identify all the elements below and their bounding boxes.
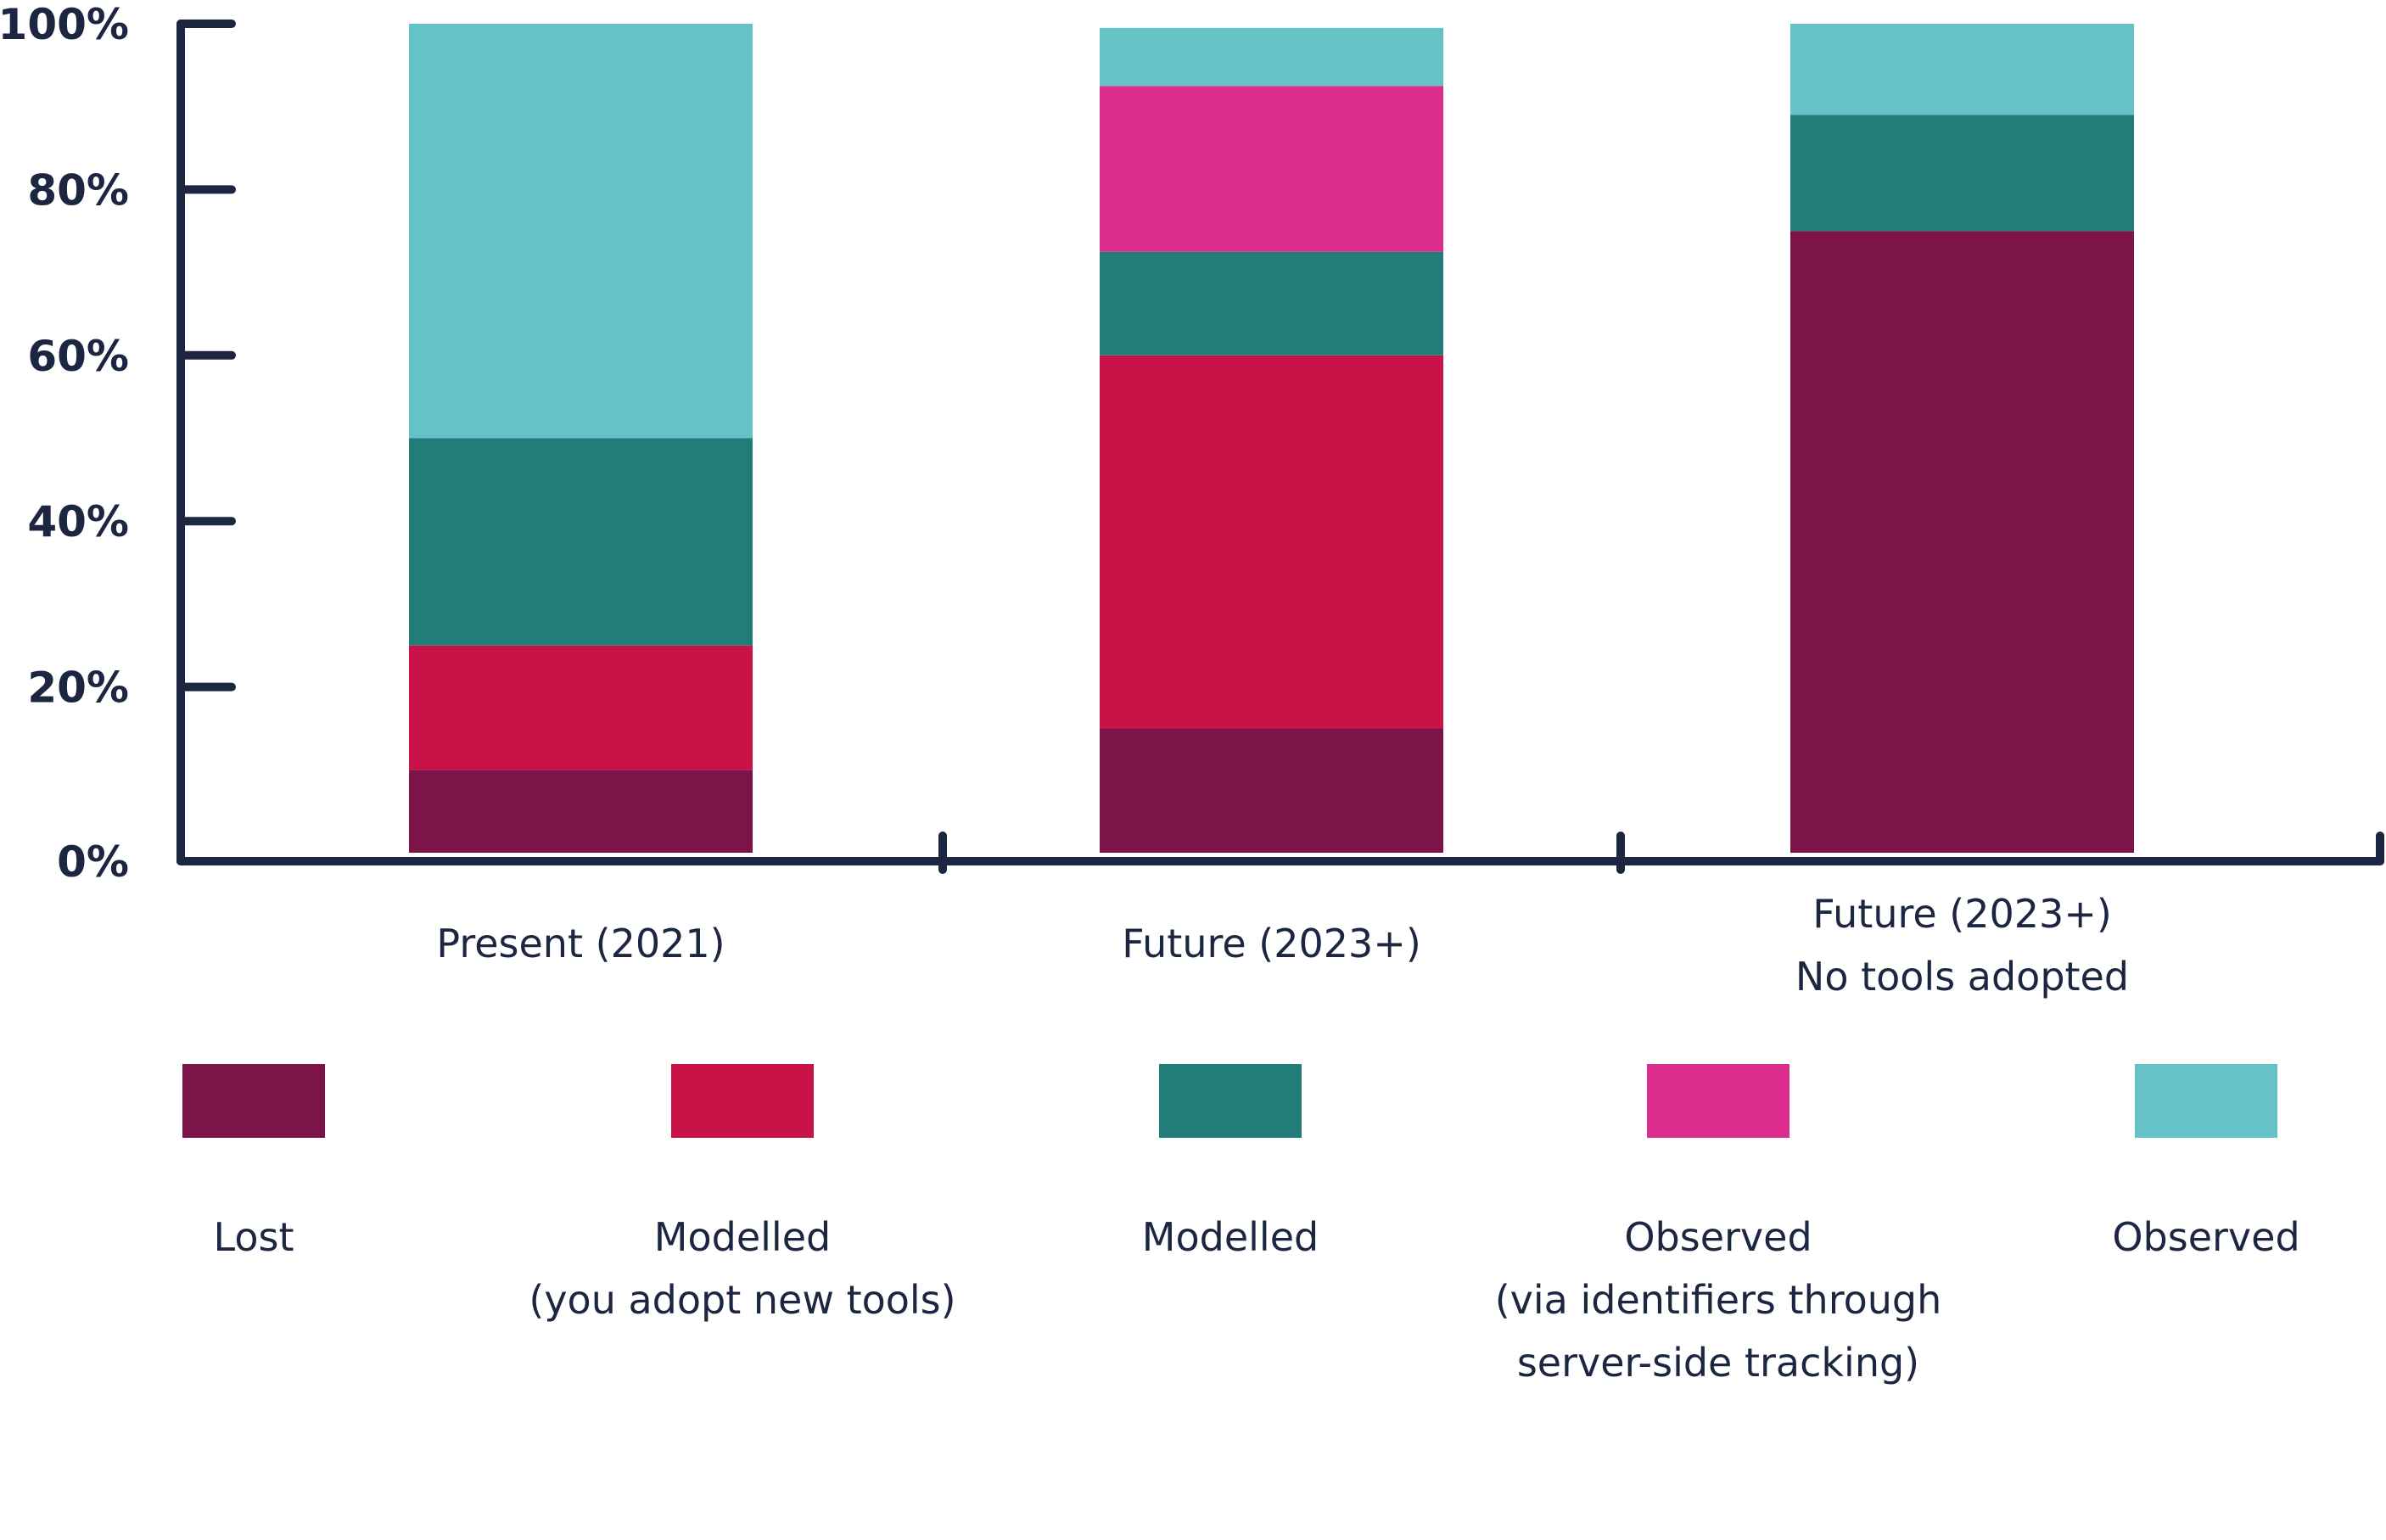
legend-label: Modelled (you adopt new tools) bbox=[529, 1214, 955, 1323]
legend: Lost Modelled (you adopt new tools) Modelle… bbox=[182, 1064, 2300, 1386]
legend-swatch bbox=[671, 1064, 814, 1138]
bar-segment bbox=[1100, 251, 1443, 356]
y-tick-label: 0% bbox=[57, 837, 129, 887]
legend-swatch bbox=[1647, 1064, 1790, 1138]
bar-segment bbox=[409, 645, 753, 770]
y-tick-label: 80% bbox=[27, 165, 129, 215]
legend-label: Observed (via identifiers through server-s… bbox=[1495, 1214, 1942, 1386]
y-tick-label: 60% bbox=[27, 332, 129, 381]
y-tick-label: 20% bbox=[27, 664, 129, 713]
axes-group bbox=[176, 20, 2384, 865]
bar-segment bbox=[1100, 728, 1443, 853]
bar-segment bbox=[1100, 355, 1443, 729]
bar-segment bbox=[1100, 27, 1443, 87]
legend-swatch bbox=[1159, 1064, 1302, 1138]
x-category-label: Present (2021) bbox=[436, 921, 725, 966]
y-tick-label: 40% bbox=[27, 497, 129, 546]
x-category-label: Future (2023+) No tools adopted bbox=[1795, 891, 2129, 1000]
y-ticks-group: 0% 20% 40% 60% 80% 100% bbox=[0, 0, 2384, 887]
legend-swatch bbox=[2135, 1064, 2277, 1138]
x-category-label: Future (2023+) bbox=[1122, 921, 1421, 966]
bar-segment bbox=[1790, 231, 2134, 853]
bar-segment bbox=[1790, 115, 2134, 232]
bar-segment bbox=[1100, 86, 1443, 252]
y-tick-label: 100% bbox=[0, 0, 129, 49]
bar-segment bbox=[409, 438, 753, 646]
legend-swatch bbox=[182, 1064, 325, 1138]
bars-group bbox=[409, 24, 2134, 853]
bar-segment bbox=[1790, 24, 2134, 115]
bar-segment bbox=[409, 24, 753, 439]
bar-segment bbox=[409, 770, 753, 853]
legend-label: Observed bbox=[2112, 1214, 2299, 1260]
legend-label: Lost bbox=[214, 1214, 294, 1260]
legend-label: Modelled bbox=[1142, 1214, 1319, 1260]
x-categories-group: Present (2021) Future (2023+) Future (2023… bbox=[436, 891, 2129, 1000]
